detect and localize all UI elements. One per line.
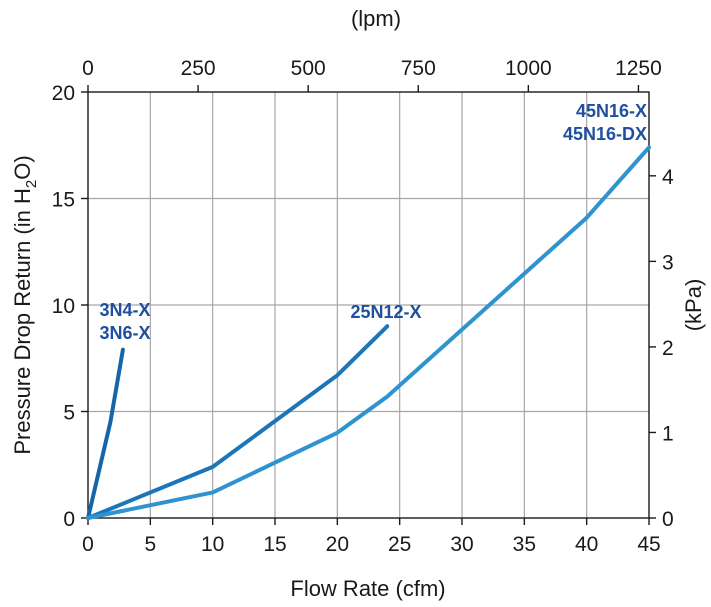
y-axis-title-main: Pressure Drop Return (in H	[10, 188, 35, 455]
y-tick-label: 20	[52, 82, 75, 105]
x-tick-label: 35	[513, 533, 536, 556]
y-axis-title: Pressure Drop Return (in H2O)	[10, 155, 40, 454]
x2-tick-label: 0	[82, 57, 94, 80]
series-label: 45N16-X	[576, 101, 647, 121]
series	[86, 145, 651, 520]
y-axis-title-subscript: 2	[23, 180, 40, 188]
y2-tick-label: 0	[662, 508, 674, 531]
x-tick-label: 40	[575, 533, 598, 556]
x2-tick-label: 750	[401, 57, 436, 80]
x-tick-label: 45	[637, 533, 660, 556]
x2-tick-label: 1000	[505, 57, 552, 80]
series-line-2	[86, 324, 390, 520]
right-axis-title: (kPa)	[681, 279, 706, 332]
x-tick-label: 0	[82, 533, 94, 556]
series-label: 3N6-X	[99, 323, 150, 343]
y-tick-label: 0	[63, 508, 75, 531]
y2-tick-label: 4	[662, 166, 674, 189]
series-label: 45N16-DX	[563, 124, 647, 144]
x2-tick-label: 500	[291, 57, 326, 80]
y-tick-label: 5	[63, 402, 75, 425]
x-tick-label: 15	[263, 533, 286, 556]
x2-tick-label: 250	[181, 57, 216, 80]
x-tick-label: 20	[326, 533, 349, 556]
series-label: 3N4-X	[99, 300, 150, 320]
y2-tick-label: 3	[662, 251, 674, 274]
x-tick-label: 5	[144, 533, 156, 556]
y2-tick-label: 2	[662, 337, 674, 360]
x-tick-label: 30	[450, 533, 473, 556]
top-axis-title: (lpm)	[351, 6, 401, 31]
series-line-3	[86, 145, 651, 520]
series-labels: 3N4-X 3N6-X 25N12-X 45N16-X 45N16-DX	[99, 101, 647, 343]
x-tick-label: 10	[201, 533, 224, 556]
series-line-1	[86, 347, 125, 520]
series-label: 25N12-X	[350, 302, 421, 322]
x-tick-label: 25	[388, 533, 411, 556]
y-tick-label: 15	[52, 189, 75, 212]
y-axis-title-end: O)	[10, 155, 35, 179]
y-tick-label: 10	[52, 295, 75, 318]
x2-tick-label: 1250	[615, 57, 662, 80]
x-axis-title: Flow Rate (cfm)	[290, 576, 445, 601]
y2-tick-label: 1	[662, 422, 674, 445]
